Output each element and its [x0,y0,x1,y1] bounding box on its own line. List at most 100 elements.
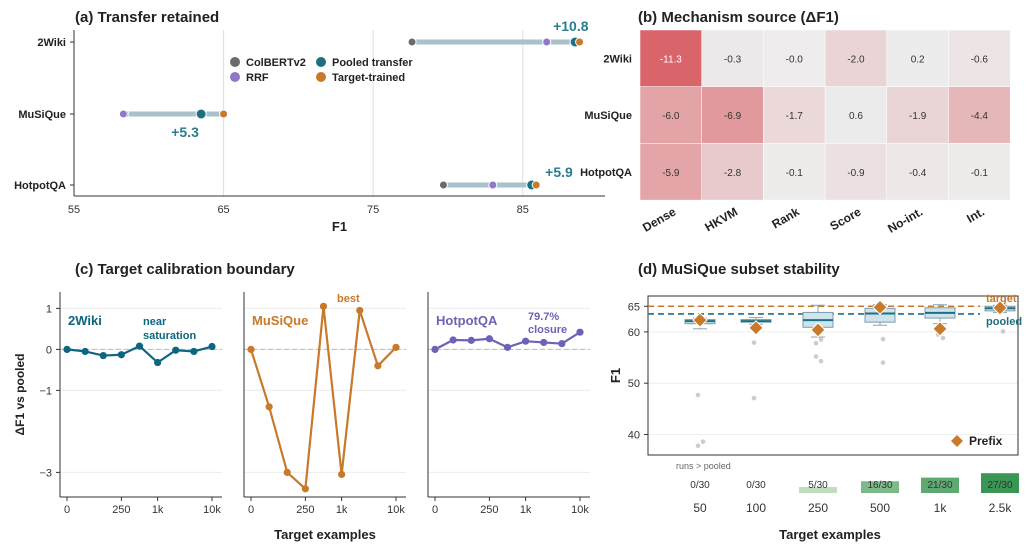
runs-count: 21/30 [927,480,952,491]
reference-label: target [986,293,1017,305]
column-label: Rank [769,204,802,231]
x-tick-label: 0 [248,504,254,516]
cell-value: -1.9 [909,111,927,122]
x-tick-label: 250 [808,501,828,515]
reference-label: pooled [986,316,1022,328]
prefix-marker [872,299,888,315]
legend-marker [230,57,240,67]
cell-value: -4.4 [971,111,989,122]
data-point [99,351,107,360]
data-point [540,338,548,347]
panel-c-title: (c) Target calibration boundary [75,261,295,278]
y-tick-label: 2Wiki [37,37,66,49]
runs-count: 5/30 [808,480,828,491]
legend-marker [316,57,326,67]
cell-value: -6.9 [724,111,742,122]
subplot-title: HotpotQA [436,313,498,328]
y-tick-label: −1 [39,385,52,397]
heatmap-cell [824,86,888,144]
cell-value: -0.1 [786,168,804,179]
data-point [118,109,128,119]
runs-count: 27/30 [987,480,1012,491]
x-axis-label: Target examples [779,527,881,542]
data-point [467,336,475,344]
data-point [117,351,125,359]
x-tick-label: 1k [336,504,348,516]
data-point [81,347,89,356]
prefix-marker [692,312,708,328]
cell-value: -1.7 [786,111,804,122]
cell-value: -0.3 [724,54,742,65]
cell-value: -0.4 [909,168,927,179]
runs-bar [861,481,899,493]
x-tick-label: 65 [217,204,229,216]
annotation: best [337,293,360,305]
heatmap-cell [701,143,764,201]
outlier-point [813,340,819,346]
outlier-point [751,395,757,401]
legend-label: RRF [246,72,269,84]
heatmap-cell [886,29,949,87]
y-tick-label: HotpotQA [14,180,66,192]
heatmap-cell [948,86,1011,144]
x-tick-label: 55 [68,204,80,216]
data-point [283,468,291,476]
y-tick-label: 60 [628,327,640,339]
outlier-point [700,439,706,444]
outlier-point [813,354,819,359]
annotation-gain: +10.8 [553,18,589,34]
column-label: HKVM [702,205,740,235]
panel-b-heatmap: 2Wiki -11.3 -0.3 -0.0 -2.0 0.2 -0.6 MuSiQue -6.0… [580,29,1011,236]
legend-label: Prefix [969,434,1003,448]
annotation: near [143,316,167,328]
panel-a-title: (a) Transfer retained [75,9,219,26]
row-label: MuSiQue [584,110,632,122]
cell-value: -11.3 [660,54,682,65]
row-label: 2Wiki [603,53,632,65]
y-tick-label: 65 [628,301,640,313]
x-tick-label: 500 [870,501,890,515]
data-point [265,403,273,411]
prefix-marker [748,320,764,336]
data-point [503,343,512,351]
data-point [63,345,71,353]
cell-value: -6.0 [662,111,680,122]
outlier-point [751,340,757,345]
data-point [301,485,309,493]
data-point [195,108,207,120]
heatmap-cell [886,143,949,201]
cell-value: -2.8 [724,168,742,179]
data-point [576,328,584,336]
cell-value: 0.6 [849,111,863,122]
y-tick-label: MuSiQue [18,109,66,121]
annotation: closure [528,324,567,336]
x-tick-label: 0 [432,504,438,516]
x-tick-label: 10k [571,504,589,516]
cell-value: -5.9 [662,168,680,179]
x-tick-label: 1k [934,501,948,515]
prefix-marker [810,322,826,338]
legend-label: Target-trained [332,72,405,84]
data-point [531,180,541,190]
data-point [208,342,216,351]
annotation: 79.7% [528,311,559,323]
legend-marker [230,72,240,82]
subplot-title: MuSiQue [252,313,308,328]
x-tick-label: 1k [520,504,532,516]
data-point [392,343,400,351]
x-tick-label: 75 [367,204,379,216]
row-label: HotpotQA [580,167,632,179]
heatmap-cell [763,29,826,87]
heatmap-cell [948,143,1011,201]
data-point [449,336,457,344]
data-point [374,362,382,370]
data-point [154,358,162,367]
x-tick-label: 85 [517,204,529,216]
x-tick-label: 10k [387,504,405,516]
outlier-point [695,443,701,449]
heatmap-cell [824,143,888,201]
prefix-marker [932,321,948,337]
runs-count: 0/30 [690,480,710,491]
data-point [488,180,498,190]
